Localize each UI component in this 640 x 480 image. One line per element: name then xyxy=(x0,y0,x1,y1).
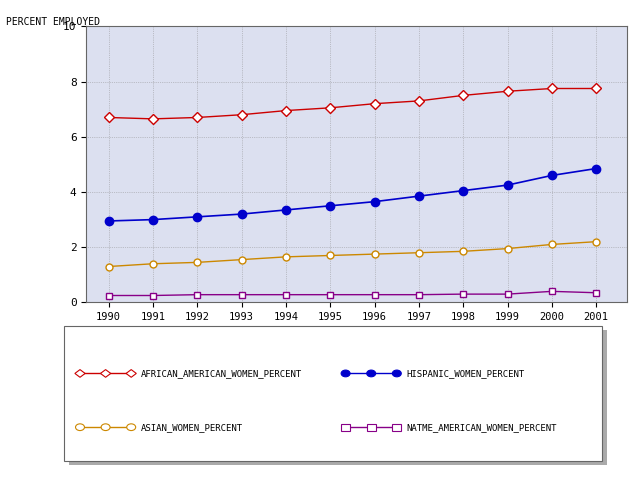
Text: ASIAN_WOMEN_PERCENT: ASIAN_WOMEN_PERCENT xyxy=(141,423,243,432)
Text: HISPANIC_WOMEN_PERCENT: HISPANIC_WOMEN_PERCENT xyxy=(406,369,525,378)
X-axis label: EEO-1 SURVEY YEAR: EEO-1 SURVEY YEAR xyxy=(296,329,417,342)
Text: PERCENT EMPLOYED: PERCENT EMPLOYED xyxy=(6,17,100,27)
Text: NATME_AMERICAN_WOMEN_PERCENT: NATME_AMERICAN_WOMEN_PERCENT xyxy=(406,423,557,432)
Text: AFRICAN_AMERICAN_WOMEN_PERCENT: AFRICAN_AMERICAN_WOMEN_PERCENT xyxy=(141,369,302,378)
